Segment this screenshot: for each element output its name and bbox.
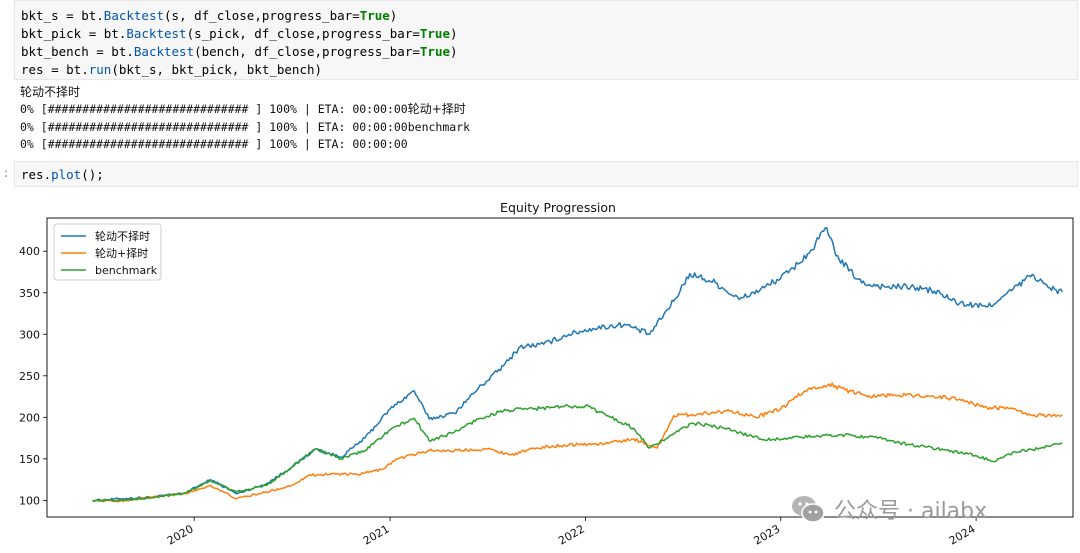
y-tick-label: 150 (19, 453, 40, 466)
output-heading: 轮动不择时 (20, 85, 81, 99)
legend-label: 轮动不择时 (95, 229, 150, 243)
code-line-1: bkt_s = bt.Backtest(s, df_close,progress… (21, 8, 398, 23)
x-tick-label: 2024 (947, 522, 978, 547)
y-tick-label: 250 (19, 370, 40, 383)
code-cell-1[interactable]: bkt_s = bt.Backtest(s, df_close,progress… (14, 0, 1078, 80)
code-line-2: bkt_pick = bt.Backtest(s_pick, df_close,… (21, 26, 458, 41)
progress-line-1: 0% [############################# ] 100%… (20, 102, 466, 116)
series-line-1 (92, 382, 1063, 503)
series-line-2 (92, 404, 1063, 503)
legend-box (53, 223, 162, 281)
wechat-icon (792, 496, 825, 523)
watermark: 公众号 · ailabx (790, 493, 987, 525)
code-line-plot: res.plot(); (21, 167, 104, 182)
x-tick-label: 2020 (165, 522, 196, 547)
y-tick-label: 200 (19, 411, 40, 424)
code-line-4: res = bt.run(bkt_s, bkt_pick, bkt_bench) (21, 62, 323, 77)
x-tick-label: 2023 (752, 522, 783, 547)
plot-frame (46, 217, 1074, 518)
series-line-0 (92, 227, 1063, 502)
code-line-3: bkt_bench = bt.Backtest(bench, df_close,… (21, 44, 458, 59)
y-tick-label: 350 (19, 287, 40, 300)
cell-prompt: : (2, 166, 10, 180)
x-tick-label: 2021 (361, 522, 392, 547)
y-axis: 100 150 200 250 300 350 400 (19, 245, 47, 507)
progress-line-3: 0% [############################# ] 100%… (20, 137, 408, 151)
chart-title: Equity Progression (500, 200, 616, 215)
y-tick-label: 400 (19, 245, 40, 258)
legend-label: benchmark (95, 264, 158, 277)
y-tick-label: 300 (19, 328, 40, 341)
y-tick-label: 100 (19, 494, 40, 507)
legend-label: 轮动+择时 (95, 246, 148, 260)
progress-line-2: 0% [############################# ] 100%… (20, 119, 471, 134)
series-lines (92, 227, 1063, 503)
code-cell-2[interactable]: res.plot(); (14, 161, 1078, 187)
cell-output: 轮动不择时 0% [############################# … (20, 84, 470, 154)
x-tick-label: 2022 (556, 522, 587, 547)
watermark-text: 公众号 · ailabx (834, 499, 988, 524)
